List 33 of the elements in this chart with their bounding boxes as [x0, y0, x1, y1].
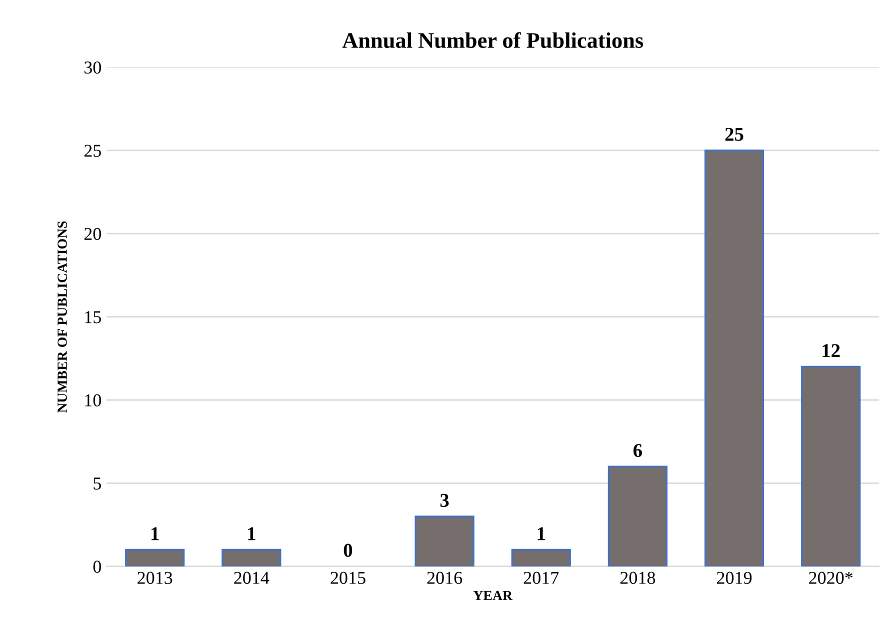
x-axis-title: YEAR: [473, 590, 513, 600]
data-label: 12: [822, 344, 840, 358]
x-tick-label: 2016: [427, 572, 462, 584]
x-tick-label: 2018: [620, 572, 656, 584]
y-tick-label: 25: [84, 144, 101, 157]
bar: [704, 150, 764, 566]
y-tick-label: 30: [84, 61, 102, 74]
y-tick-label: 10: [85, 394, 102, 406]
data-label: 1: [248, 527, 256, 540]
x-tick-label: 2015: [330, 572, 366, 584]
bar: [511, 548, 571, 566]
data-label: 3: [440, 494, 449, 507]
y-axis-title: NUMBER OF PUBLICATIONS: [58, 221, 67, 413]
x-tick-label: 2014: [234, 572, 270, 584]
data-label: 1: [538, 527, 545, 540]
bar: [608, 466, 668, 566]
bar: [125, 548, 185, 566]
data-label: 25: [725, 128, 744, 141]
bar: [414, 516, 474, 566]
data-label: 0: [344, 544, 352, 557]
y-tick-label: 20: [84, 228, 102, 240]
y-tick-label: 0: [93, 560, 102, 573]
chart-title: Annual Number of Publications: [342, 32, 644, 48]
bar: [801, 366, 861, 566]
data-label: 1: [152, 527, 159, 540]
x-tick-label: 2017: [524, 572, 559, 584]
data-label: 6: [634, 444, 642, 458]
bar: [222, 548, 282, 566]
y-tick-label: 15: [85, 311, 101, 324]
y-tick-label: 5: [94, 478, 101, 490]
x-tick-label: 2013: [138, 572, 172, 584]
x-tick-label: 2019: [717, 572, 752, 584]
x-tick-label: 2020*: [809, 572, 853, 584]
